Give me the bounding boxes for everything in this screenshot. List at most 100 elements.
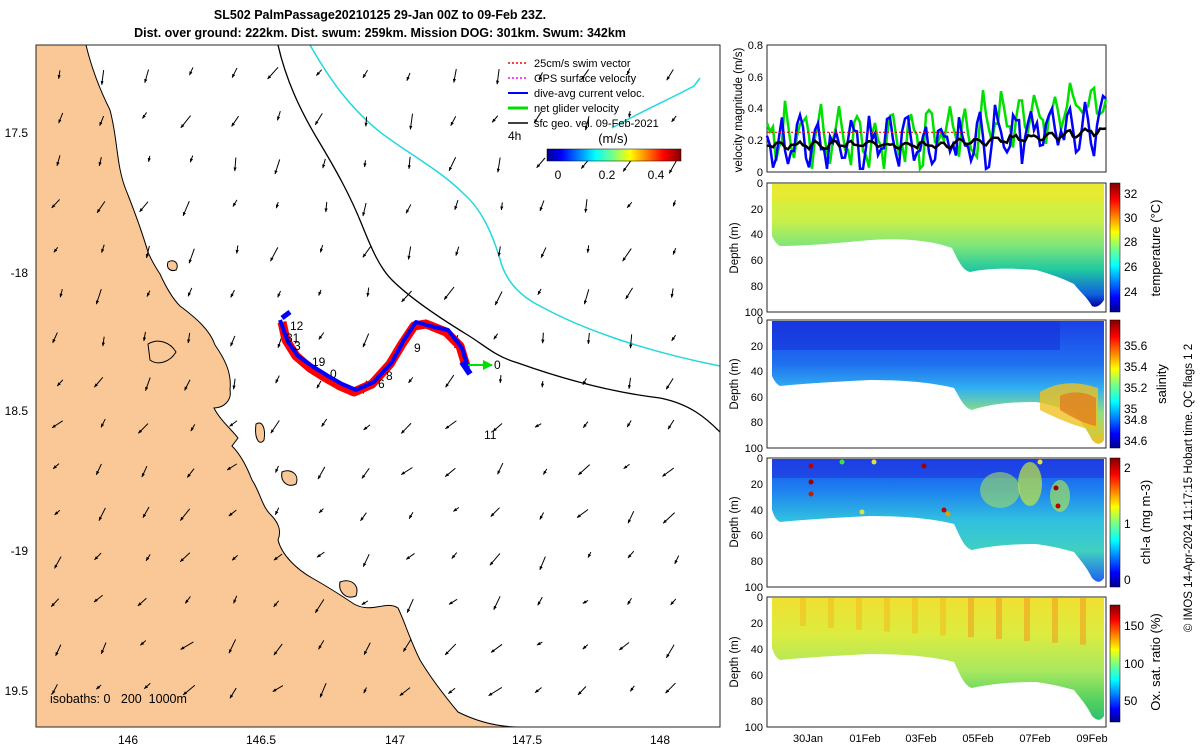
map-y-tick: -19	[11, 544, 29, 558]
velocity-vector	[455, 246, 460, 256]
velocity-vector	[235, 245, 239, 254]
legend-label: dive-avg current veloc.	[534, 88, 645, 100]
velocity-vector	[667, 419, 675, 430]
velocity-vector	[180, 641, 194, 650]
velocity-vector	[672, 200, 677, 207]
velocity-vector	[273, 553, 283, 561]
velocity-vector	[314, 113, 323, 126]
velocity-vector	[146, 290, 151, 297]
velocity-vector	[316, 69, 323, 76]
velocity-vector	[362, 333, 370, 348]
velocity-vector	[488, 687, 503, 697]
velocity-vector	[101, 244, 105, 253]
velocity-vector	[534, 423, 542, 428]
velocity-vector	[454, 199, 459, 211]
velocity-vector	[448, 598, 458, 605]
velocity-vector	[184, 596, 191, 604]
island	[255, 422, 265, 443]
velocity-vector	[407, 156, 411, 170]
track-labels: 12 31 3 19 0 9 8 6 0 11	[286, 319, 501, 442]
velocity-vector	[363, 642, 371, 656]
island	[339, 580, 358, 598]
velocity-vector	[232, 199, 238, 207]
velocity-vector	[400, 467, 413, 475]
island	[281, 470, 298, 486]
velocity-vector	[187, 332, 191, 344]
velocity-vector	[540, 247, 547, 259]
velocity-vector	[399, 687, 411, 697]
velocity-vector	[618, 642, 630, 651]
velocity-vector	[537, 596, 543, 606]
velocity-vector	[400, 422, 412, 434]
velocity-vector	[50, 598, 60, 607]
track-label: 3	[294, 339, 301, 353]
velocity-vector	[497, 462, 504, 475]
velocity-vector	[491, 115, 499, 123]
deep-isobath	[611, 77, 701, 129]
velocity-vector	[51, 420, 63, 429]
map-y-tick: 19.5	[5, 684, 29, 698]
velocity-vector	[228, 509, 237, 517]
velocity-vector	[139, 201, 149, 213]
velocity-vector	[229, 420, 238, 427]
velocity-vector	[577, 686, 587, 696]
velocity-vector	[582, 644, 589, 650]
velocity-vector	[274, 507, 280, 516]
velocity-vector	[361, 467, 370, 479]
velocity-vector	[665, 378, 674, 390]
velocity-vector	[142, 331, 147, 342]
velocity-vector	[273, 600, 280, 608]
chart-title-line-2: Dist. over ground: 222km. Dist. swum: 25…	[134, 26, 626, 40]
velocity-vector	[94, 376, 104, 388]
velocity-vector	[94, 552, 102, 561]
velocity-vector	[273, 643, 283, 656]
velocity-vector	[51, 199, 61, 209]
map-x-ticks: 146 146.5 147 147.5 148	[118, 733, 670, 747]
velocity-vector	[448, 157, 457, 172]
velocity-vector	[316, 551, 325, 558]
velocity-vector	[318, 640, 325, 650]
velocity-vector	[666, 69, 674, 81]
velocity-vector	[186, 468, 195, 478]
velocity-vector	[52, 463, 60, 470]
velocity-vector	[665, 682, 676, 694]
velocity-vector	[98, 157, 102, 167]
velocity-vector	[496, 69, 500, 85]
island	[167, 260, 178, 271]
velocity-vector	[231, 555, 238, 561]
velocity-vector	[190, 424, 196, 432]
velocity-vector	[452, 68, 457, 83]
velocity-vector	[228, 639, 237, 654]
velocity-vector	[182, 684, 196, 696]
map-x-tick: 147	[385, 733, 405, 747]
velocity-vector	[539, 200, 545, 212]
velocity-vector	[318, 289, 322, 296]
legend-label: net glider velocity	[534, 103, 619, 115]
velocity-vector	[59, 288, 63, 298]
velocity-vector	[626, 68, 631, 76]
track-label: 0	[330, 367, 337, 381]
velocity-vector	[318, 332, 325, 340]
velocity-vector	[578, 464, 591, 476]
velocity-vector	[277, 110, 281, 121]
velocity-vector	[189, 67, 194, 76]
velocity-vector	[671, 334, 676, 342]
velocity-vector	[363, 687, 367, 694]
velocity-vector	[407, 246, 412, 260]
velocity-vector	[144, 69, 150, 84]
colorbar-tick: 0	[555, 168, 562, 182]
velocity-vector	[275, 375, 280, 384]
velocity-vector	[443, 286, 455, 300]
velocity-vector	[95, 288, 102, 305]
velocity-vector	[230, 289, 235, 298]
velocity-vector	[362, 246, 371, 258]
velocity-vector	[95, 463, 102, 476]
velocity-vector	[496, 157, 501, 173]
velocity-vector	[582, 378, 587, 386]
velocity-vector	[493, 333, 499, 340]
map-y-tick: 17.5	[5, 126, 29, 140]
velocity-vector	[586, 245, 590, 254]
velocity-vector	[536, 157, 546, 169]
island	[147, 340, 177, 364]
